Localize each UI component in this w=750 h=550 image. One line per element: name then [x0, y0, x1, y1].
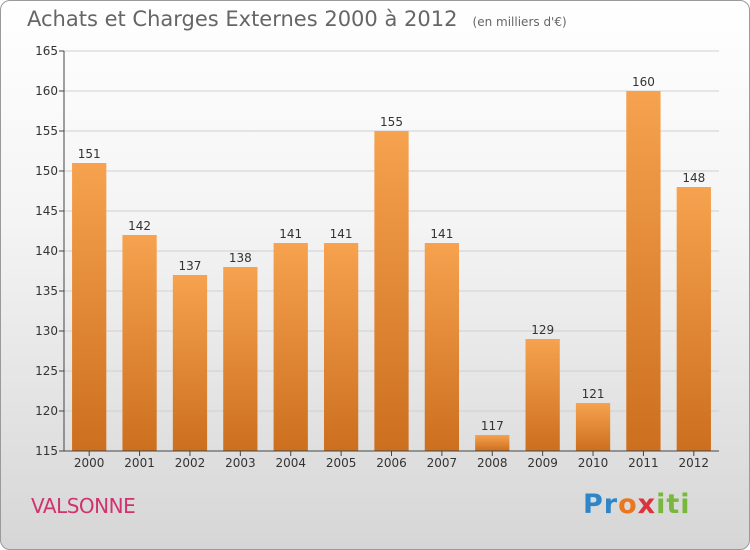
value-label-2010: 121 — [582, 387, 605, 401]
value-label-2003: 138 — [229, 251, 252, 265]
x-tick-label-2008: 2008 — [477, 456, 508, 470]
x-tick-label-2003: 2003 — [225, 456, 256, 470]
bar-2006 — [374, 131, 409, 451]
bar-2009 — [525, 339, 560, 451]
x-tick-label-2000: 2000 — [74, 456, 105, 470]
x-tick-label-2006: 2006 — [376, 456, 407, 470]
y-tick-label: 115 — [35, 444, 58, 458]
logo-part-2: o — [618, 489, 638, 520]
bar-2000 — [72, 163, 107, 451]
bars — [72, 91, 711, 451]
x-tick-label-2005: 2005 — [326, 456, 357, 470]
chart-title: Achats et Charges Externes 2000 à 2012 (… — [27, 7, 567, 31]
x-tick-label-2010: 2010 — [578, 456, 609, 470]
commune-name: VALSONNE — [31, 494, 136, 518]
value-label-2007: 141 — [430, 227, 453, 241]
y-tick-label: 150 — [35, 164, 58, 178]
x-tick-label-2012: 2012 — [679, 456, 710, 470]
value-label-2001: 142 — [128, 219, 151, 233]
bar-2005 — [323, 243, 359, 451]
x-tick-label-2004: 2004 — [275, 456, 306, 470]
value-label-2011: 160 — [632, 75, 655, 89]
x-tick-label-2009: 2009 — [527, 456, 558, 470]
bar-2002 — [172, 275, 208, 451]
bar-2001 — [122, 235, 157, 451]
y-tick-label: 130 — [35, 324, 58, 338]
value-label-2009: 129 — [531, 323, 554, 337]
x-tick-label-2011: 2011 — [628, 456, 659, 470]
proxiti-logo: Proxiti — [583, 489, 691, 520]
y-tick-label: 155 — [35, 124, 58, 138]
y-tick-label: 125 — [35, 364, 58, 378]
bar-2012 — [676, 187, 711, 451]
axes: 115 120 125 130 135 140 145 150 155 160 165 2000 200… — [35, 44, 719, 470]
value-labels: 151 142 137 138 141 141 155 141 117 129 121 160 148 — [78, 75, 706, 433]
logo-part-1: Pr — [583, 489, 619, 520]
y-tick-label: 160 — [35, 84, 58, 98]
chart-title-text: Achats et Charges Externes 2000 à 2012 — [27, 7, 458, 31]
bar-2004 — [273, 243, 308, 451]
x-tick-label-2001: 2001 — [124, 456, 155, 470]
value-label-2012: 148 — [682, 171, 705, 185]
chart-unit-note: (en milliers d'€) — [472, 15, 567, 29]
value-label-2000: 151 — [78, 147, 101, 161]
y-tick-label: 135 — [35, 284, 58, 298]
value-label-2006: 155 — [380, 115, 403, 129]
y-tick-label: 140 — [35, 244, 58, 258]
bar-2008 — [475, 435, 510, 451]
logo-part-3: x — [637, 489, 657, 520]
bar-2010 — [575, 403, 611, 451]
bar-2011 — [626, 91, 661, 451]
logo-part-4: iti — [656, 489, 691, 520]
value-label-2008: 117 — [481, 419, 504, 433]
y-tick-label: 145 — [35, 204, 58, 218]
bar-2007 — [424, 243, 460, 451]
x-tick-label-2002: 2002 — [175, 456, 206, 470]
y-tick-label: 120 — [35, 404, 58, 418]
x-tick-label-2007: 2007 — [427, 456, 458, 470]
value-label-2005: 141 — [330, 227, 353, 241]
y-tick-label: 165 — [35, 44, 58, 58]
bar-2003 — [223, 267, 258, 451]
value-label-2004: 141 — [279, 227, 302, 241]
value-label-2002: 137 — [179, 259, 202, 273]
